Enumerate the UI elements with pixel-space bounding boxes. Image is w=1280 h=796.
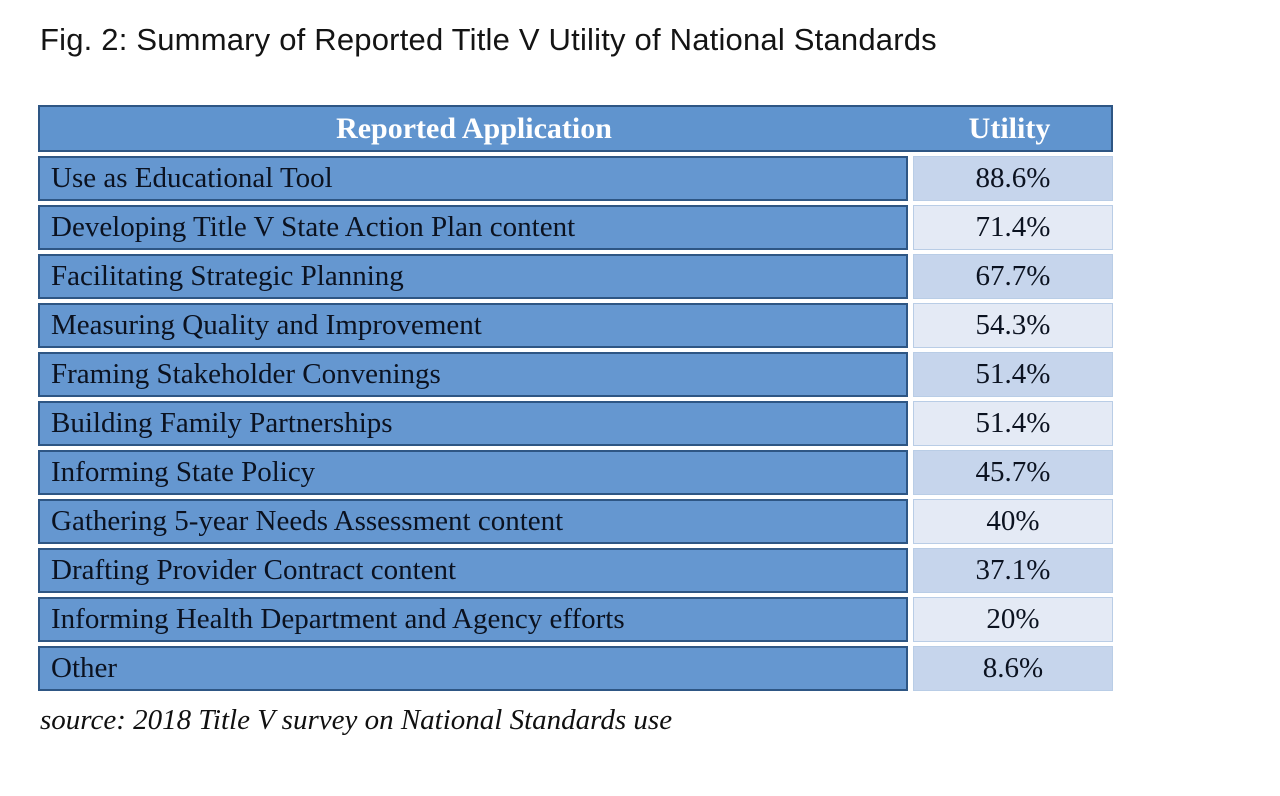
- table-row: Developing Title V State Action Plan con…: [38, 205, 1113, 250]
- utility-value-cell: 8.6%: [913, 646, 1113, 691]
- utility-value-cell: 40%: [913, 499, 1113, 544]
- utility-value-cell: 54.3%: [913, 303, 1113, 348]
- application-cell: Measuring Quality and Improvement: [38, 303, 908, 348]
- table-row: Drafting Provider Contract content 37.1%: [38, 548, 1113, 593]
- figure-caption: Fig. 2: Summary of Reported Title V Util…: [40, 22, 937, 57]
- table-row: Measuring Quality and Improvement 54.3%: [38, 303, 1113, 348]
- utility-value-cell: 88.6%: [913, 156, 1113, 201]
- utility-value-cell: 51.4%: [913, 352, 1113, 397]
- application-cell: Informing State Policy: [38, 450, 908, 495]
- application-cell: Informing Health Department and Agency e…: [38, 597, 908, 642]
- table-body: Use as Educational Tool 88.6% Developing T…: [38, 156, 1113, 691]
- table-row: Gathering 5-year Needs Assessment conten…: [38, 499, 1113, 544]
- table-row: Framing Stakeholder Convenings 51.4%: [38, 352, 1113, 397]
- application-cell: Other: [38, 646, 908, 691]
- table-row: Other 8.6%: [38, 646, 1113, 691]
- application-cell: Framing Stakeholder Convenings: [38, 352, 908, 397]
- utility-table: Reported Application Utility Use as Educ…: [38, 105, 1113, 691]
- table-row: Informing Health Department and Agency e…: [38, 597, 1113, 642]
- utility-value-cell: 71.4%: [913, 205, 1113, 250]
- table-header-row: Reported Application Utility: [38, 105, 1113, 152]
- application-cell: Gathering 5-year Needs Assessment conten…: [38, 499, 908, 544]
- column-header-utility: Utility: [968, 111, 1051, 145]
- source-note: source: 2018 Title V survey on National …: [40, 704, 673, 736]
- table-row: Facilitating Strategic Planning 67.7%: [38, 254, 1113, 299]
- table-row: Informing State Policy 45.7%: [38, 450, 1113, 495]
- application-cell: Use as Educational Tool: [38, 156, 908, 201]
- utility-value-cell: 37.1%: [913, 548, 1113, 593]
- table-row: Building Family Partnerships 51.4%: [38, 401, 1113, 446]
- application-cell: Developing Title V State Action Plan con…: [38, 205, 908, 250]
- application-cell: Building Family Partnerships: [38, 401, 908, 446]
- utility-value-cell: 67.7%: [913, 254, 1113, 299]
- application-cell: Drafting Provider Contract content: [38, 548, 908, 593]
- column-header-reported-application: Reported Application: [336, 111, 612, 145]
- utility-value-cell: 51.4%: [913, 401, 1113, 446]
- utility-value-cell: 20%: [913, 597, 1113, 642]
- table-row: Use as Educational Tool 88.6%: [38, 156, 1113, 201]
- application-cell: Facilitating Strategic Planning: [38, 254, 908, 299]
- utility-value-cell: 45.7%: [913, 450, 1113, 495]
